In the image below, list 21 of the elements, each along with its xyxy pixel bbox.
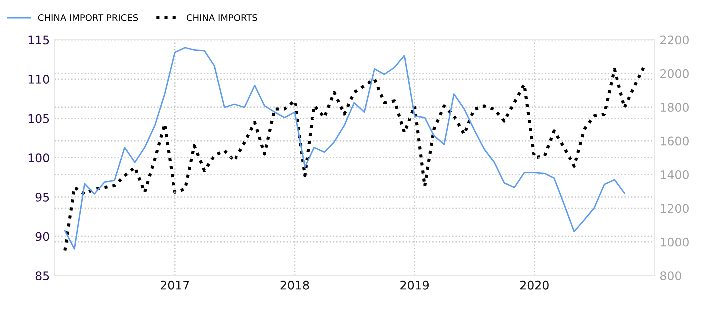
y-tick-label: 110 <box>28 75 50 84</box>
y2-tick-label: 1800 <box>660 103 689 112</box>
y-tick-label: 100 <box>28 154 50 163</box>
y-tick-label: 90 <box>36 232 50 242</box>
y-tick-label: 95 <box>36 192 50 202</box>
y2-tick-label: 1600 <box>660 136 689 146</box>
x-tick-label: 2017 <box>160 280 190 290</box>
y2-tick-label: 2000 <box>660 69 689 78</box>
y2-tick-label: 800 <box>660 272 682 280</box>
y-tick-label: 85 <box>36 272 50 280</box>
y2-tick-label: 1400 <box>660 170 689 180</box>
x-tick-label: 2018 <box>280 280 310 290</box>
y-tick-label: 105 <box>28 114 50 124</box>
y2-tick-label: 1000 <box>660 238 689 247</box>
x-tick-label: 2020 <box>520 280 549 290</box>
legend-label: CHINA IMPORTS <box>186 14 258 22</box>
y2-tick-label: 2200 <box>660 36 689 45</box>
y-tick-label: 115 <box>28 36 50 45</box>
legend-label: CHINA IMPORT PRICES <box>38 14 138 22</box>
x-tick-label: 2019 <box>400 280 430 290</box>
y2-tick-label: 1200 <box>660 204 689 214</box>
